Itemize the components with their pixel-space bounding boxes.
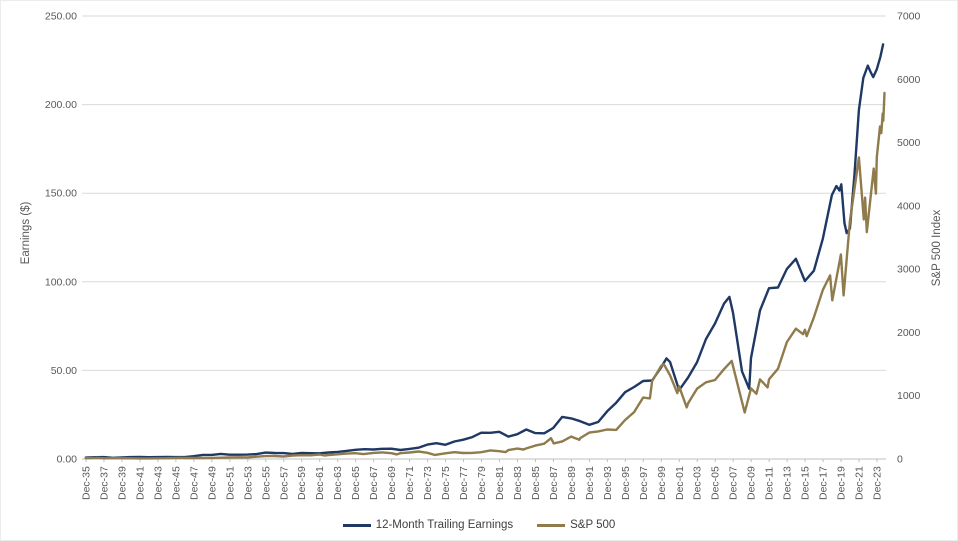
x-axis-tick-label: Dec-67 — [368, 466, 380, 500]
sp500-line — [84, 91, 886, 460]
x-axis-tick-label: Dec-05 — [710, 466, 722, 500]
x-axis-tick-label: Dec-47 — [188, 466, 200, 500]
x-axis-tick-label: Dec-71 — [404, 466, 416, 500]
left-axis-tick-label: 250.00 — [45, 11, 77, 23]
right-axis-tick-label: 1000 — [897, 390, 921, 402]
x-axis-tick-label: Dec-23 — [872, 466, 884, 500]
x-axis-tick-label: Dec-07 — [728, 466, 740, 500]
x-axis-tick-label: Dec-87 — [548, 466, 560, 500]
right-axis-tick-label: 5000 — [897, 137, 921, 149]
x-axis-tick-label: Dec-89 — [566, 466, 578, 500]
x-axis-tick-label: Dec-13 — [782, 466, 794, 500]
x-axis-tick-label: Dec-75 — [440, 466, 452, 500]
left-axis-tick-label: 50.00 — [51, 365, 77, 377]
x-axis-tick-label: Dec-39 — [116, 466, 128, 500]
right-axis-tick-label: 2000 — [897, 327, 921, 339]
x-axis-tick-label: Dec-53 — [242, 466, 254, 500]
x-axis-tick-label: Dec-45 — [170, 466, 182, 500]
legend-item-earnings: 12-Month Trailing Earnings — [342, 519, 514, 531]
left-axis-tick-label: 100.00 — [45, 276, 77, 288]
x-axis-tick-label: Dec-19 — [836, 466, 848, 500]
x-axis-tick-label: Dec-61 — [314, 466, 326, 500]
right-axis-tick-label: 7000 — [897, 11, 921, 23]
x-axis-tick-label: Dec-77 — [458, 466, 470, 500]
x-axis-tick-label: Dec-73 — [422, 466, 434, 500]
x-axis-tick-label: Dec-37 — [98, 466, 110, 500]
x-axis-tick-label: Dec-35 — [81, 466, 93, 500]
x-axis-tick-label: Dec-15 — [800, 466, 812, 500]
x-axis-tick-label: Dec-81 — [494, 466, 506, 500]
right-axis-title: S&P 500 Index — [931, 209, 943, 287]
left-axis-tick-label: 0.00 — [57, 454, 78, 466]
right-axis-tick-label: 4000 — [897, 200, 921, 212]
earnings-line-swatch — [342, 523, 371, 527]
legend-item-sp500: S&P 500 — [537, 519, 615, 531]
left-axis-tick-label: 150.00 — [45, 188, 77, 200]
x-axis-tick-label: Dec-55 — [260, 466, 272, 500]
x-axis-tick-label: Dec-65 — [350, 466, 362, 500]
x-axis-tick-label: Dec-85 — [530, 466, 542, 500]
x-axis-tick-label: Dec-95 — [620, 466, 632, 500]
legend: 12-Month Trailing Earnings S&P 500 — [1, 515, 957, 535]
right-axis-tick-label: 3000 — [897, 264, 921, 276]
x-axis-tick-label: Dec-93 — [602, 466, 614, 500]
x-axis-tick-label: Dec-51 — [224, 466, 236, 500]
x-axis-tick-label: Dec-09 — [746, 466, 758, 500]
left-axis-tick-label: 200.00 — [45, 99, 77, 111]
x-axis-tick-label: Dec-41 — [134, 466, 146, 500]
left-axis-title: Earnings ($) — [20, 201, 32, 265]
legend-label-earnings: 12-Month Trailing Earnings — [375, 519, 514, 531]
x-axis-tick-label: Dec-03 — [692, 466, 704, 500]
x-axis-tick-label: Dec-11 — [764, 467, 776, 500]
right-axis-tick-label: 6000 — [897, 74, 921, 86]
x-axis-tick-label: Dec-91 — [584, 466, 596, 500]
x-axis-tick-label: Dec-79 — [476, 466, 488, 500]
x-axis-tick-label: Dec-99 — [656, 466, 668, 500]
x-axis-tick-label: Dec-43 — [152, 466, 164, 500]
x-axis-tick-label: Dec-63 — [332, 466, 344, 500]
x-axis-tick-label: Dec-21 — [854, 466, 866, 500]
right-axis-tick-label: 0 — [897, 454, 903, 466]
legend-label-sp500: S&P 500 — [570, 519, 616, 531]
x-axis-tick-label: Dec-69 — [386, 466, 398, 500]
earnings-line — [84, 43, 885, 459]
x-axis-tick-label: Dec-59 — [296, 466, 308, 500]
x-axis-tick-label: Dec-49 — [206, 466, 218, 500]
x-axis-tick-label: Dec-83 — [512, 466, 524, 500]
x-axis-tick-label: Dec-01 — [674, 466, 686, 500]
x-axis-tick-label: Dec-97 — [638, 466, 650, 500]
x-axis-tick-label: Dec-17 — [818, 466, 830, 500]
sp500-line-swatch — [537, 523, 566, 527]
x-axis-tick-label: Dec-57 — [278, 466, 290, 500]
